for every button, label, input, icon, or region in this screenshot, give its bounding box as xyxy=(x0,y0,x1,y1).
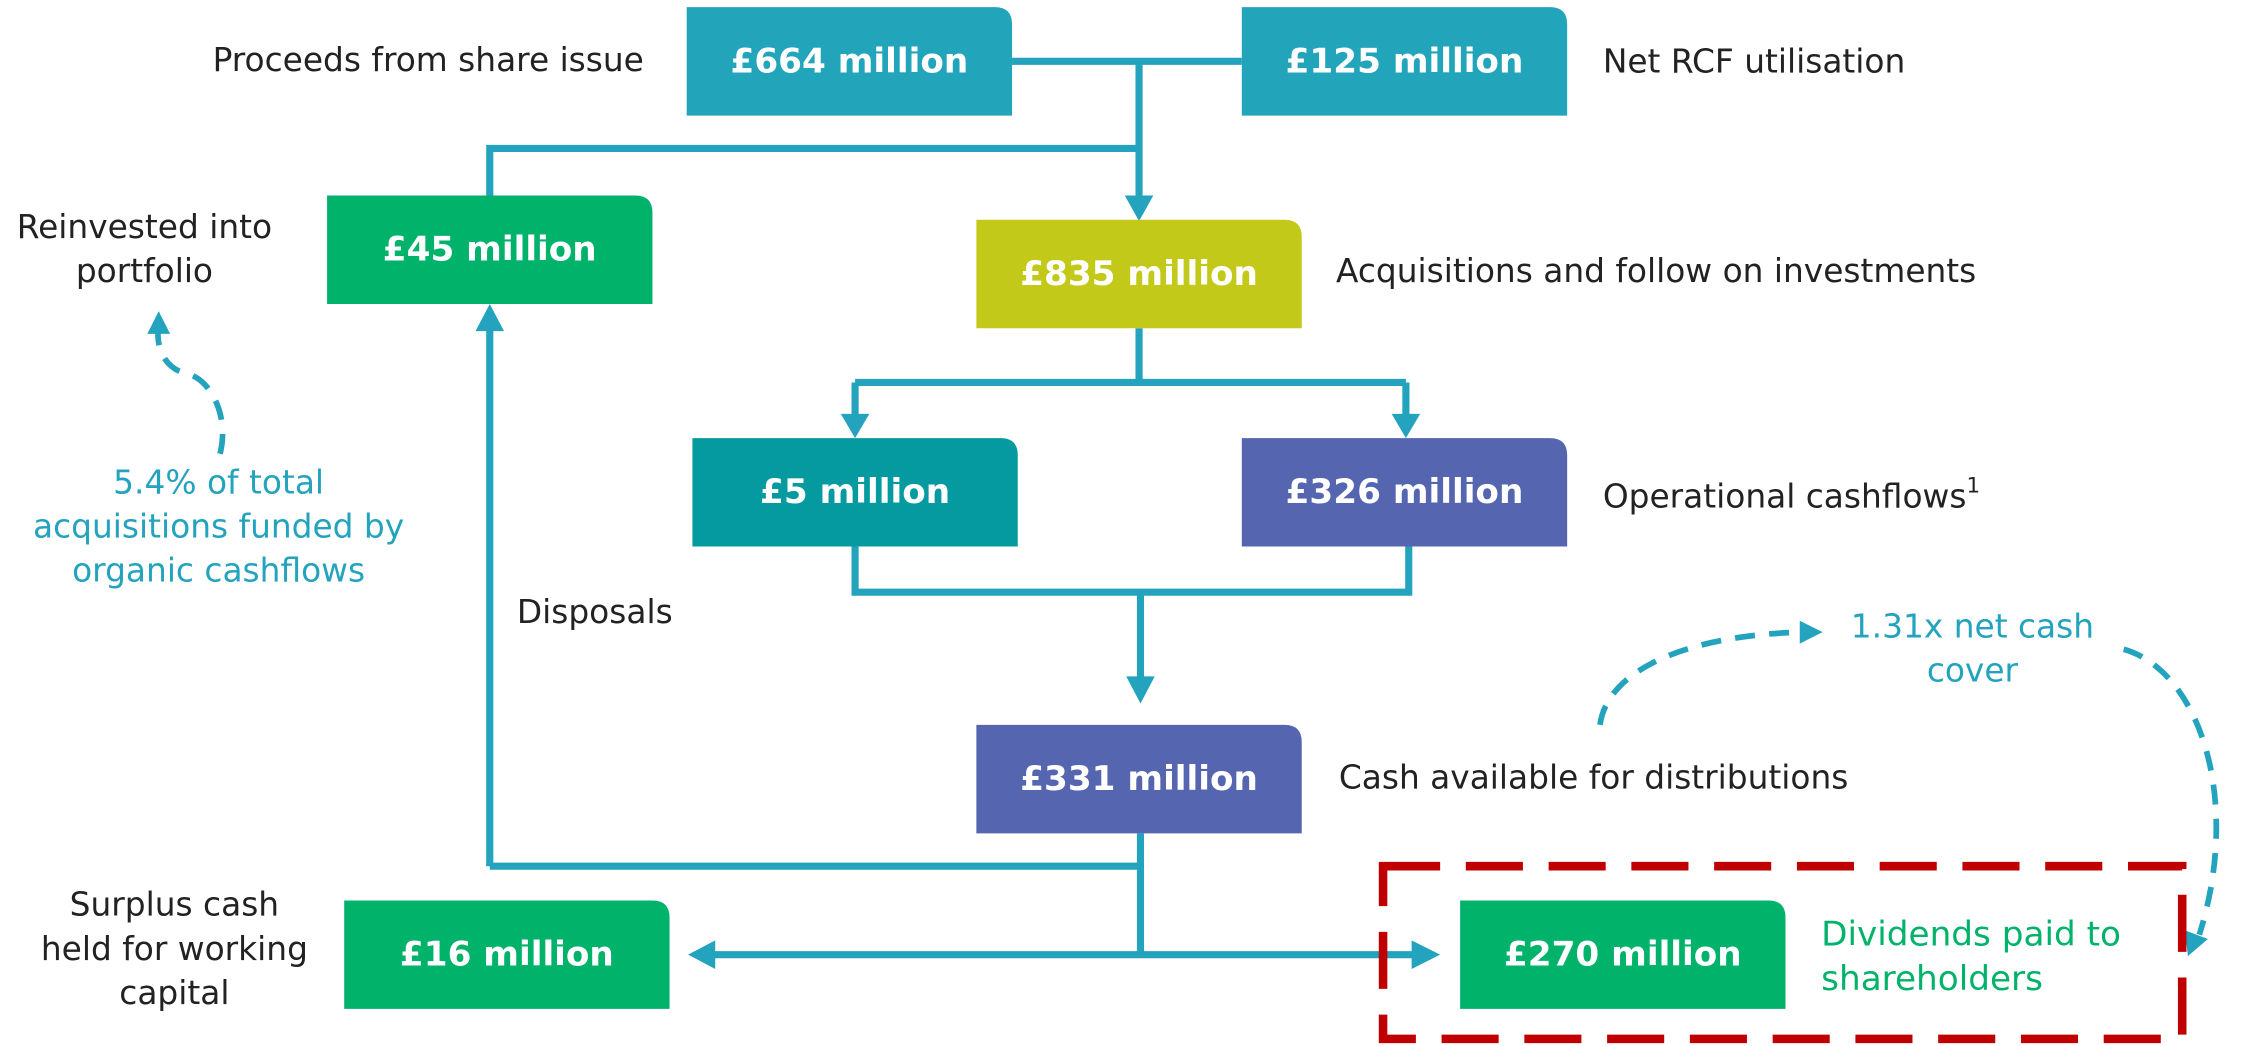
arrowhead xyxy=(688,940,716,969)
arrowhead xyxy=(1391,413,1421,439)
node-caption: Acquisitions and follow on investments xyxy=(1336,252,1976,290)
node-value: £16 million xyxy=(400,935,614,975)
connector xyxy=(851,328,1410,420)
node-value: £664 million xyxy=(731,41,969,81)
node-caption: Proceeds from share issue xyxy=(213,41,644,79)
arrowhead xyxy=(1126,676,1155,704)
node-box xyxy=(1241,7,1568,116)
node-box xyxy=(976,724,1302,834)
node-value: £45 million xyxy=(383,230,597,270)
dashed-arrow xyxy=(2122,646,2220,936)
node-value: £270 million xyxy=(1504,935,1742,975)
node-box xyxy=(692,438,1018,547)
node-caption: Operational cashflows1 xyxy=(1603,474,1980,516)
annotation: organic cashflows xyxy=(72,552,365,590)
node-box xyxy=(976,219,1302,329)
arrowhead xyxy=(1411,940,1441,969)
node-caption: Net RCF utilisation xyxy=(1603,42,1905,80)
node-caption: Reinvested into xyxy=(17,208,272,246)
node-caption: held for working xyxy=(41,930,308,968)
annotation: 5.4% of total xyxy=(113,463,324,501)
node-box xyxy=(1460,900,1786,1009)
arrowhead xyxy=(1124,195,1154,222)
node-caption: Cash available for distributions xyxy=(1339,759,1849,797)
node-box xyxy=(686,7,1013,116)
node-value: £125 million xyxy=(1286,41,1524,81)
node-caption: Surplus cash xyxy=(70,886,279,924)
connector xyxy=(486,57,1242,200)
node-value: £835 million xyxy=(1020,254,1258,294)
arrowhead xyxy=(147,311,171,334)
arrowhead xyxy=(840,413,870,439)
disposals-label: Disposals xyxy=(517,593,673,631)
arrowhead xyxy=(1799,620,1823,644)
node-box xyxy=(344,900,670,1009)
connector xyxy=(851,546,1413,683)
annotation: acquisitions funded by xyxy=(33,507,404,545)
annotation: 1.31x net cash xyxy=(1851,607,2094,645)
node-caption: shareholders xyxy=(1821,959,2043,999)
node-caption: portfolio xyxy=(76,252,213,290)
highlight-box xyxy=(1378,861,2187,1044)
node-value: £331 million xyxy=(1020,759,1258,799)
dashed-arrow xyxy=(1597,629,1803,726)
dashed-arrow xyxy=(155,327,226,455)
footnote-mark: 1 xyxy=(1967,474,1981,499)
node-box xyxy=(1241,438,1568,547)
arrowhead xyxy=(475,303,505,332)
connectors xyxy=(147,57,2220,1044)
node-caption: Dividends paid to xyxy=(1821,915,2121,955)
node-box xyxy=(327,195,653,304)
node-value: £326 million xyxy=(1286,472,1524,512)
arrowhead xyxy=(2185,930,2208,957)
node-caption: capital xyxy=(119,974,229,1012)
node-value: £5 million xyxy=(760,472,950,512)
connector xyxy=(486,325,1421,959)
annotation: cover xyxy=(1927,652,2019,690)
